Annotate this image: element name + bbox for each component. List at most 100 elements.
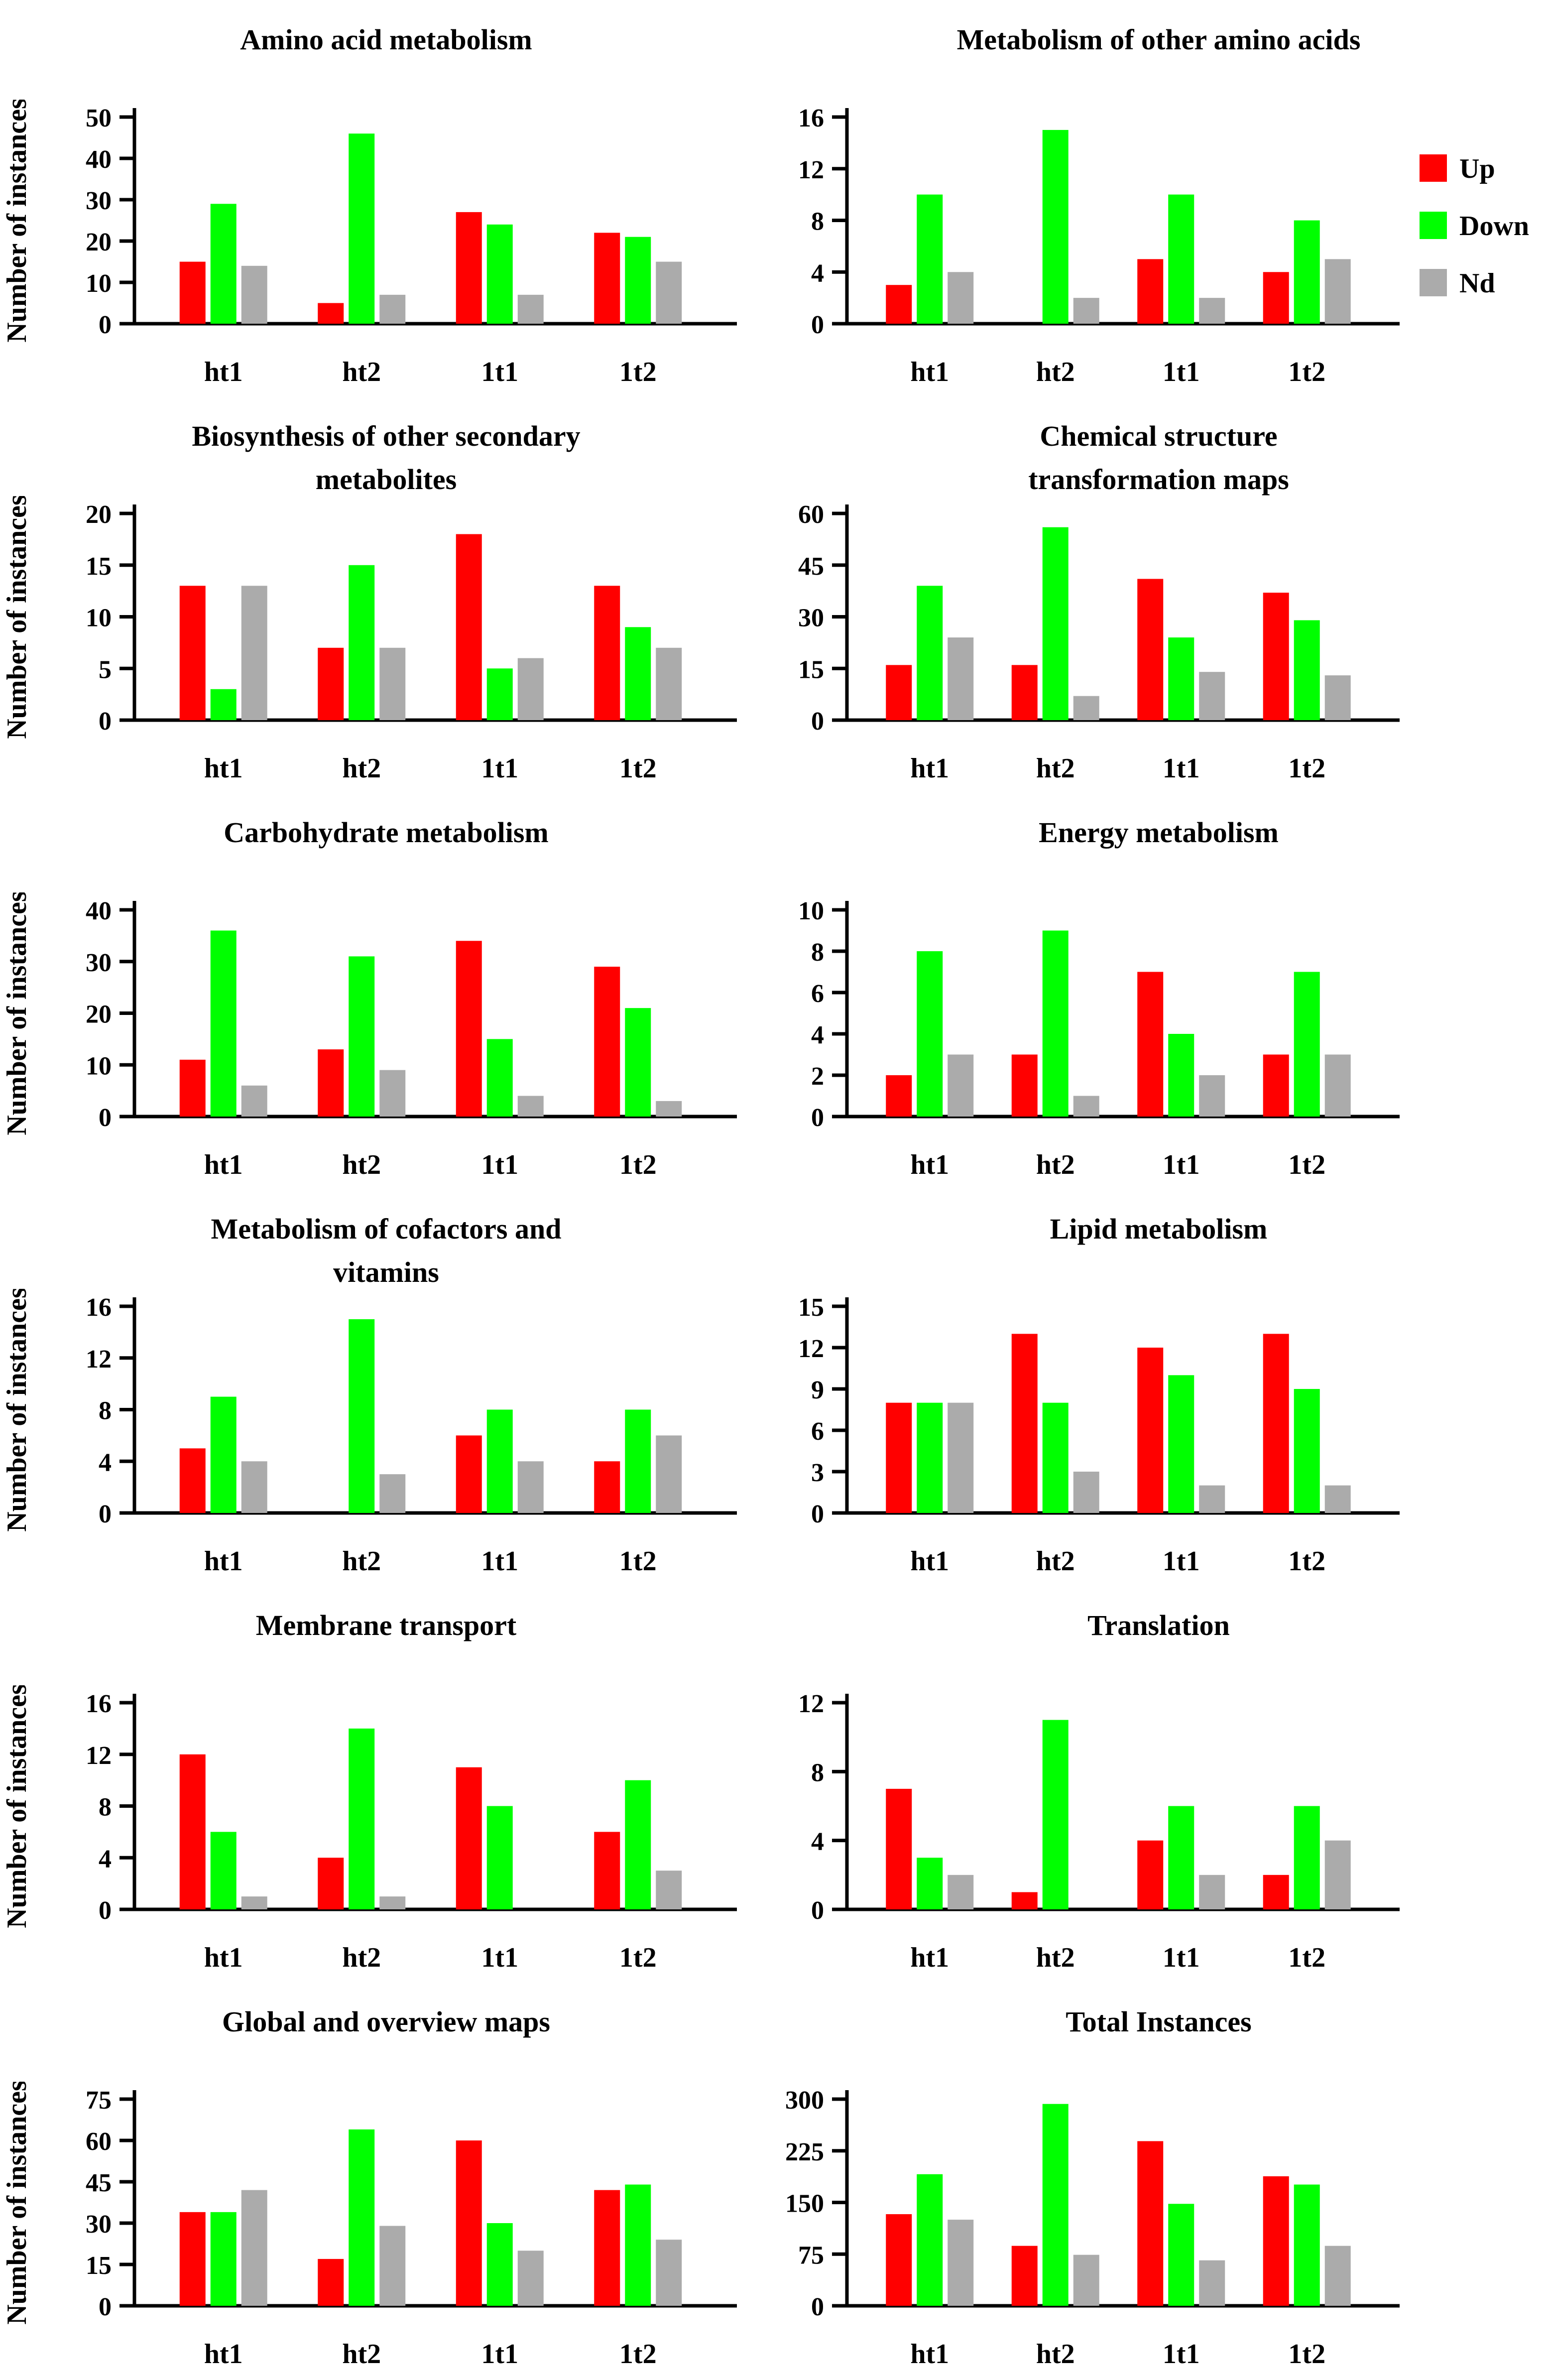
y-tick-label: 150 — [785, 2190, 824, 2218]
y-tick-label: 20 — [86, 501, 112, 529]
bar-down-1t2 — [625, 1780, 651, 1909]
bar-down-ht2 — [1042, 129, 1069, 324]
chart-title: Carbohydrate metabolism — [0, 793, 772, 892]
bar-up-ht1 — [886, 285, 912, 324]
chart-title-line: Chemical structure — [1040, 420, 1278, 452]
bar-nd-1t2 — [656, 261, 682, 324]
y-tick-label: 10 — [86, 1052, 112, 1080]
bar-nd-ht1 — [241, 1461, 267, 1513]
bar-down-1t1 — [1168, 194, 1194, 324]
x-tick-label: ht1 — [910, 2339, 949, 2370]
bar-nd-1t1 — [1199, 1875, 1225, 1909]
bar-down-ht1 — [210, 689, 237, 720]
bar-up-ht1 — [886, 1788, 912, 1909]
bar-nd-1t1 — [1199, 298, 1225, 324]
bar-down-ht2 — [349, 956, 375, 1117]
bar-down-ht2 — [349, 2129, 375, 2306]
bar-down-1t2 — [1294, 620, 1320, 720]
bar-up-ht1 — [179, 1059, 206, 1117]
y-tick-label: 0 — [811, 311, 824, 339]
chart-energy-metabolism: Energy metabolism 0 2 4 6 8 10 ht1 ht2 1t1 1t2 — [772, 793, 1545, 1189]
y-tick-label: 0 — [811, 707, 824, 736]
y-tick-label: 45 — [798, 552, 824, 581]
bar-down-1t2 — [1294, 972, 1320, 1117]
x-tick-label: 1t1 — [1163, 1546, 1200, 1577]
x-tick-label: ht1 — [204, 2339, 243, 2370]
y-tick-label: 12 — [798, 1690, 824, 1718]
y-tick-label: 300 — [785, 2086, 824, 2115]
y-tick-label: 15 — [798, 655, 824, 684]
x-tick-label: 1t1 — [481, 1942, 518, 1973]
bar-up-1t2 — [594, 2190, 620, 2306]
legend-label-nd: Nd — [1459, 268, 1495, 299]
bar-up-1t2 — [1263, 593, 1289, 720]
y-axis-title: Number of instances — [1, 1685, 32, 1928]
y-tick-label: 3 — [811, 1459, 824, 1487]
y-tick-label: 0 — [811, 1104, 824, 1132]
bar-nd-ht1 — [241, 586, 267, 720]
bar-up-1t1 — [456, 534, 482, 720]
y-tick-label: 0 — [811, 1500, 824, 1528]
bar-down-1t1 — [1168, 637, 1194, 720]
bar-up-ht2 — [1011, 2246, 1038, 2306]
bar-up-1t2 — [1263, 1054, 1289, 1117]
bar-down-1t1 — [1168, 2204, 1194, 2306]
bar-nd-ht2 — [1073, 298, 1099, 324]
x-tick-label: ht1 — [910, 1546, 949, 1577]
y-tick-label: 5 — [99, 655, 112, 684]
bar-plot: 0 4 8 12 ht1 ht2 1t1 1t2 — [798, 1690, 1400, 1973]
bar-up-ht2 — [318, 647, 344, 720]
chart-title-line: Metabolism of other amino acids — [956, 23, 1361, 56]
x-tick-label: 1t1 — [1163, 1149, 1200, 1180]
chart-title: Total Instances — [772, 1982, 1545, 2082]
bar-plot: 0 4 8 12 16 ht1 ht2 1t1 1t2 Up Down Nd — [798, 104, 1529, 387]
bar-down-ht1 — [210, 930, 237, 1117]
bar-nd-1t1 — [1199, 1485, 1225, 1513]
bar-nd-1t1 — [517, 1096, 544, 1117]
bar-up-1t2 — [594, 586, 620, 720]
x-tick-label: 1t1 — [481, 1149, 518, 1180]
bar-up-ht1 — [179, 1448, 206, 1513]
y-tick-label: 6 — [811, 980, 824, 1008]
bar-plot: Number of instances 0 15 30 45 60 75 ht1 ht2 1t1 1… — [1, 2082, 737, 2370]
x-tick-label: 1t2 — [1288, 1942, 1325, 1973]
chart-title-line: Global and overview maps — [222, 2005, 550, 2038]
bar-plot: Number of instances 0 4 8 12 16 ht1 ht2 1t1 1t2 — [1, 1289, 737, 1577]
bar-up-ht2 — [318, 303, 344, 324]
chart-global-and-overview-maps: Global and overview maps Number of insta… — [0, 1982, 772, 2379]
bar-down-1t2 — [625, 627, 651, 720]
y-tick-label: 16 — [86, 1293, 112, 1322]
bar-plot: 0 75 150 225 300 ht1 ht2 1t1 1t2 — [785, 2086, 1400, 2370]
x-tick-label: 1t1 — [481, 357, 518, 387]
bar-up-1t1 — [456, 2140, 482, 2306]
y-tick-label: 0 — [99, 707, 112, 736]
y-tick-label: 8 — [99, 1397, 112, 1425]
bar-plot: 0 15 30 45 60 ht1 ht2 1t1 1t2 — [798, 501, 1400, 784]
bar-nd-1t2 — [656, 2240, 682, 2306]
bar-up-1t2 — [594, 233, 620, 324]
bar-up-1t2 — [594, 1832, 620, 1909]
bar-down-ht1 — [210, 1396, 237, 1513]
bar-down-ht1 — [917, 194, 943, 324]
bar-nd-ht2 — [1073, 696, 1099, 720]
x-tick-label: 1t1 — [1163, 357, 1200, 387]
bar-nd-1t1 — [517, 1461, 544, 1513]
chart-chemical-structure-transformation-maps: Chemical structure transformation maps 0… — [772, 396, 1545, 793]
y-tick-label: 12 — [798, 1335, 824, 1363]
bar-up-1t1 — [1137, 579, 1164, 720]
y-tick-label: 60 — [798, 501, 824, 529]
bar-down-1t2 — [1294, 1806, 1320, 1909]
bar-down-1t1 — [486, 1409, 513, 1513]
bar-down-1t1 — [486, 668, 513, 720]
x-tick-label: ht2 — [342, 1546, 381, 1577]
chart-title: Lipid metabolism — [772, 1189, 1545, 1289]
x-tick-label: ht2 — [1036, 1546, 1075, 1577]
bar-nd-1t2 — [1324, 675, 1351, 720]
y-axis-title: Number of instances — [1, 100, 32, 343]
bar-nd-ht2 — [1073, 2255, 1099, 2306]
bar-down-1t1 — [486, 224, 513, 324]
chart-metabolism-of-other-amino-acids: Metabolism of other amino acids 0 4 8 12 16 h… — [772, 0, 1545, 396]
x-tick-label: 1t1 — [481, 1546, 518, 1577]
y-tick-label: 8 — [811, 208, 824, 236]
bar-nd-1t2 — [656, 1101, 682, 1117]
